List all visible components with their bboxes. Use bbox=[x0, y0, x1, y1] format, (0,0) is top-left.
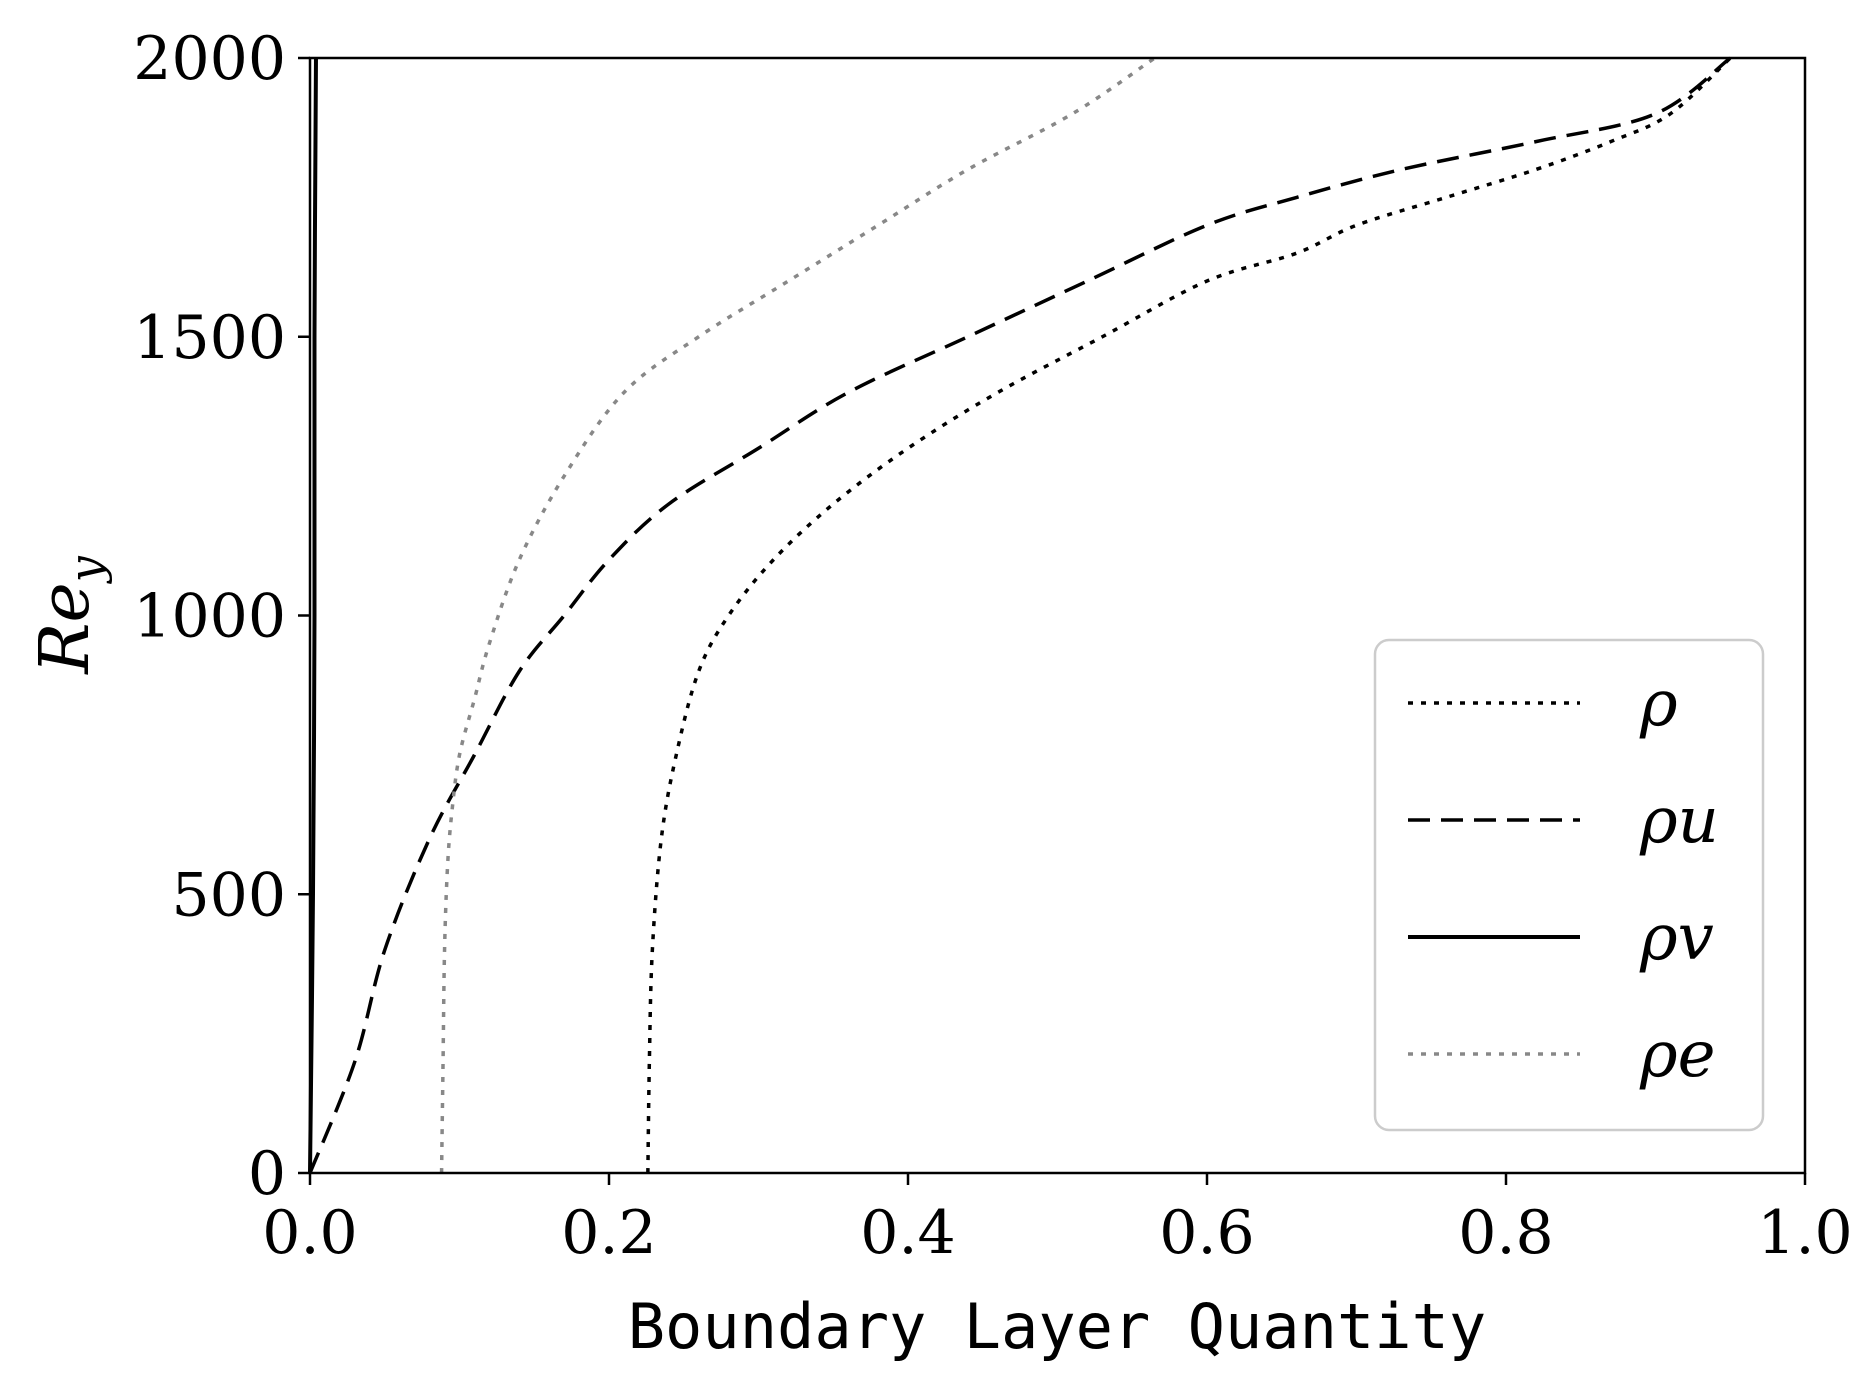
series-layer bbox=[308, 56, 1732, 1174]
legend: ρ ρu ρv ρe bbox=[1373, 638, 1765, 1132]
series-line-3 bbox=[308, 57, 318, 1174]
y-tick-label: 2000 bbox=[133, 24, 286, 94]
x-tick-label: 0.0 bbox=[262, 1198, 357, 1268]
x-tick-label: 0.6 bbox=[1159, 1198, 1254, 1268]
legend-label-4: ρe bbox=[1639, 1018, 1716, 1092]
tick-layer: 0.0 0.2 0.4 0.6 0.8 1.0 0 500 1000 1500 2000 bbox=[133, 24, 1852, 1268]
x-axis-title: Boundary Layer Quantity bbox=[628, 1290, 1487, 1363]
svg-text:Rey: Rey bbox=[26, 555, 113, 675]
x-tick-label: 0.8 bbox=[1458, 1198, 1553, 1268]
series-line-4 bbox=[439, 56, 1156, 1174]
y-tick-label: 0 bbox=[248, 1139, 286, 1209]
legend-box bbox=[1373, 638, 1765, 1132]
legend-label-1: ρ bbox=[1639, 667, 1678, 741]
x-tick-label: 0.4 bbox=[860, 1198, 955, 1268]
y-axis-title-main: Re bbox=[26, 582, 105, 675]
y-tick-label: 1500 bbox=[133, 303, 286, 373]
y-tick-label: 500 bbox=[171, 860, 286, 930]
x-tick-label: 0.2 bbox=[561, 1198, 656, 1268]
y-tick-label: 1000 bbox=[133, 582, 286, 652]
series-line-2 bbox=[308, 56, 1732, 1174]
legend-entries: ρ ρu ρv ρe bbox=[1408, 667, 1719, 1092]
y-axis-title-subscript: y bbox=[59, 555, 113, 584]
x-tick-label: 1.0 bbox=[1757, 1198, 1852, 1268]
legend-label-3: ρv bbox=[1639, 901, 1714, 975]
y-axis-title: Rey bbox=[26, 555, 113, 675]
legend-label-2: ρu bbox=[1639, 784, 1719, 858]
